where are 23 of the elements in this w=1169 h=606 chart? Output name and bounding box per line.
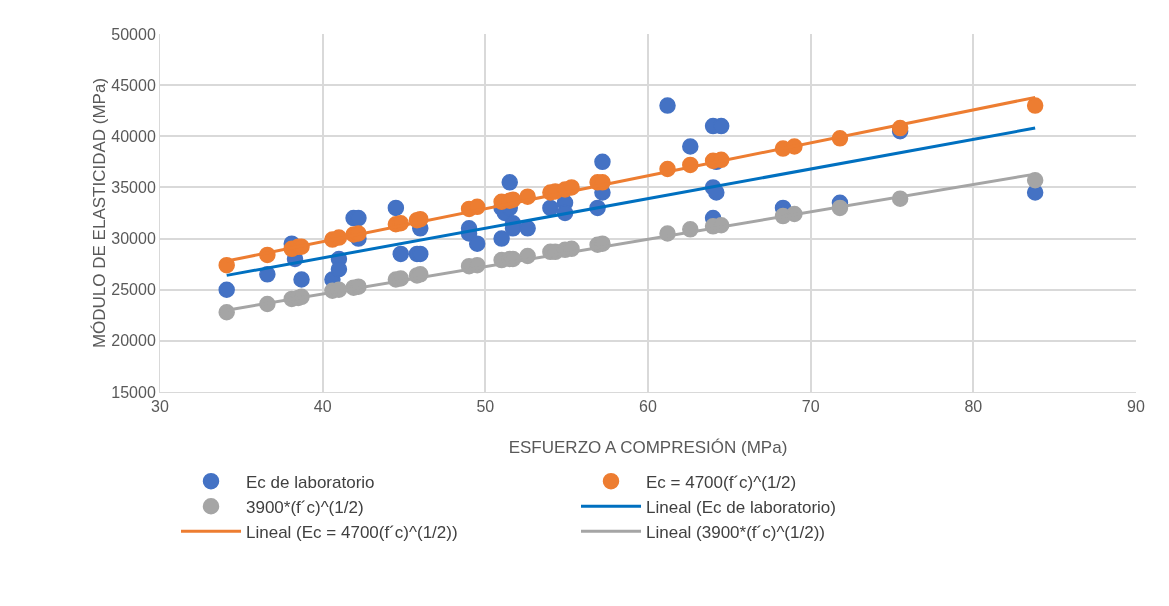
legend-label: Lineal (3900*(f´c)^(1/2)): [646, 522, 825, 542]
legend-label: Ec = 4700(f´c)^(1/2): [646, 472, 797, 492]
y-tick-label: 40000: [111, 127, 156, 145]
x-tick-label: 80: [964, 398, 983, 416]
y-tick-label: 35000: [111, 179, 156, 197]
y-tick-label: 20000: [111, 332, 156, 350]
y-axis-title: MÓDULO DE ELASTICIDAD (MPa): [90, 77, 110, 349]
legend-label: Ec de laboratorio: [246, 472, 375, 492]
y-tick-label: 30000: [111, 230, 156, 248]
y-tick-label: 50000: [111, 25, 156, 43]
x-tick-label: 30: [151, 398, 169, 416]
y-tick-label: 15000: [111, 383, 156, 401]
legend-label: Lineal (Ec de laboratorio): [646, 497, 836, 517]
x-tick-label: 40: [313, 398, 332, 416]
legend-label: 3900*(f´c)^(1/2): [246, 497, 364, 517]
y-tick-label: 45000: [111, 76, 156, 94]
legend-label: Lineal (Ec = 4700(f´c)^(1/2)): [246, 522, 458, 542]
x-axis-title: ESFUERZO A COMPRESIÓN (MPa): [508, 438, 788, 457]
x-tick-label: 50: [476, 398, 495, 416]
x-tick-label: 90: [1127, 398, 1145, 416]
x-tick-label: 60: [639, 398, 657, 416]
x-tick-label: 70: [801, 398, 820, 416]
y-tick-label: 25000: [111, 281, 156, 299]
